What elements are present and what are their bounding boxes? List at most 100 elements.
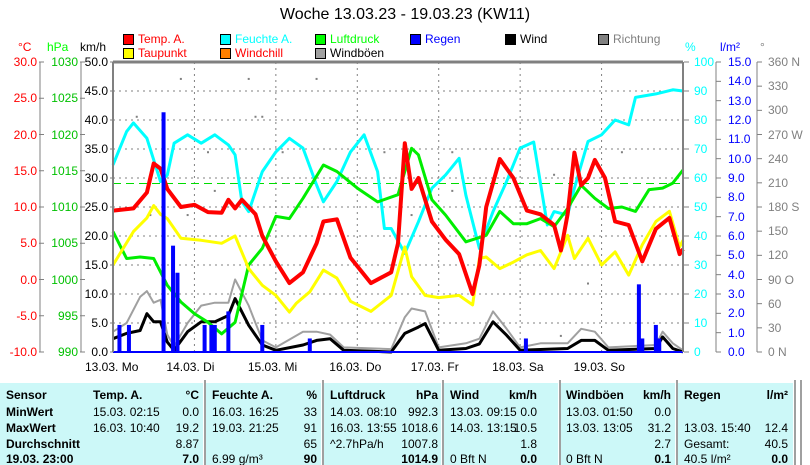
table-column-bg bbox=[677, 383, 793, 465]
tick-label-wind: 50.0 bbox=[84, 55, 108, 69]
table-cell-label: MinWert bbox=[6, 405, 54, 419]
day-label: 16.03. Do bbox=[329, 360, 382, 374]
direction-point bbox=[587, 282, 589, 285]
table-header: Temp. A. bbox=[93, 388, 143, 402]
tick-label-humidity: 100 bbox=[694, 55, 715, 69]
table-cell-rain-time: 13.03. 15:40 bbox=[684, 421, 751, 435]
legend-item: Regen bbox=[410, 32, 460, 46]
series-line-temp-a- bbox=[112, 141, 685, 296]
table-cell-wind-time: 13.03. 09:15 bbox=[450, 405, 517, 419]
table-header: km/h bbox=[642, 388, 671, 402]
tick-label-wind: 25.0 bbox=[84, 200, 108, 214]
direction-point bbox=[559, 334, 562, 337]
legend-label: Wind bbox=[520, 32, 548, 46]
tick-label-rain: 3.0 bbox=[728, 287, 745, 301]
direction-point bbox=[247, 77, 250, 80]
tick-label-temp: -10.0 bbox=[9, 345, 37, 359]
rain-bar bbox=[657, 338, 662, 352]
series-line-taupunkt bbox=[111, 204, 685, 314]
tick-label-pressure: 995 bbox=[57, 308, 78, 323]
table-cell-hum: 65 bbox=[303, 437, 317, 451]
tick-label-humidity: 40 bbox=[694, 229, 708, 243]
tick-label-wind: 35.0 bbox=[84, 142, 108, 156]
table-cell-label: Durchschnitt bbox=[6, 437, 81, 451]
axis-unit-pressure: hPa bbox=[47, 40, 69, 54]
direction-point bbox=[179, 77, 182, 80]
tick-label-temp: 5.0 bbox=[20, 236, 37, 251]
tick-label-wind: 20.0 bbox=[84, 229, 108, 243]
direction-point bbox=[186, 214, 189, 217]
tick-label-rain: 12.0 bbox=[728, 113, 752, 127]
rain-bar bbox=[307, 338, 312, 352]
legend-item: Richtung bbox=[598, 32, 660, 46]
table-cell-rain: 0.0 bbox=[771, 452, 788, 465]
table-cell-wind: 0.0 bbox=[520, 452, 537, 465]
tick-label-direction: 60 bbox=[768, 296, 782, 311]
table-header: Luftdruck bbox=[330, 388, 386, 402]
table-cell-gust: 31.2 bbox=[647, 421, 671, 435]
direction-point bbox=[451, 151, 454, 154]
tick-label-wind: 30.0 bbox=[84, 171, 108, 185]
table-cell-gust: 2.7 bbox=[654, 437, 671, 451]
table-header: Sensor bbox=[6, 388, 47, 402]
table-column-bg bbox=[205, 383, 321, 465]
direction-point bbox=[135, 115, 138, 118]
table-cell-gust-time: 13.03. 01:50 bbox=[566, 405, 633, 419]
table-cell-temp: 0.0 bbox=[182, 405, 199, 419]
table-cell-wind: 1.8 bbox=[520, 437, 537, 451]
rain-bar bbox=[260, 324, 265, 352]
chart-title: Woche 13.03.23 - 19.03.23 (KW11) bbox=[279, 6, 531, 23]
table-cell-gust: 0.0 bbox=[654, 405, 671, 419]
legend-label: Richtung bbox=[613, 32, 661, 46]
tick-label-direction: 120 bbox=[768, 248, 789, 263]
tick-label-direction: 270 W bbox=[768, 127, 803, 142]
table-cell-press: 1007.8 bbox=[401, 437, 438, 451]
table-header: Regen bbox=[684, 388, 721, 402]
tick-label-direction: 30 bbox=[768, 320, 782, 335]
tick-label-rain: 5.0 bbox=[728, 248, 745, 263]
tick-label-pressure: 1015 bbox=[51, 163, 78, 178]
tick-label-temp: -5.0 bbox=[16, 308, 37, 323]
tick-label-direction: 360 N bbox=[768, 55, 801, 69]
tick-label-humidity: 60 bbox=[694, 171, 708, 185]
rain-bar bbox=[653, 324, 658, 352]
table-header: Windböen bbox=[566, 388, 624, 402]
rain-bar bbox=[171, 245, 176, 352]
rain-bar bbox=[226, 311, 231, 352]
table-column-bg bbox=[560, 383, 675, 465]
tick-label-humidity: 10 bbox=[694, 316, 708, 330]
direction-point bbox=[383, 151, 386, 154]
table-column-bg bbox=[0, 383, 203, 465]
legend-item: Windchill bbox=[220, 46, 283, 60]
tick-label-rain: 13.0 bbox=[728, 93, 752, 108]
legend-swatch bbox=[505, 33, 516, 45]
legend-swatch bbox=[410, 33, 421, 45]
table-cell-wind: 10.5 bbox=[513, 421, 537, 435]
table-cell-hum: 91 bbox=[303, 421, 317, 435]
tick-label-rain: 2.0 bbox=[728, 306, 745, 321]
table-cell-label: MaxWert bbox=[6, 421, 56, 435]
direction-point bbox=[149, 214, 152, 217]
legend-item: Wind bbox=[505, 32, 547, 46]
axis-unit-rain: l/m² bbox=[720, 40, 740, 54]
tick-label-wind: 5.0 bbox=[91, 316, 108, 330]
tick-label-wind: 40.0 bbox=[84, 113, 108, 127]
column-separator bbox=[204, 380, 206, 465]
tick-label-humidity: 0 bbox=[694, 345, 701, 359]
tick-label-rain: 4.0 bbox=[728, 267, 745, 282]
tick-label-temp: 0.0 bbox=[20, 272, 37, 287]
day-label: 13.03. Mo bbox=[85, 360, 139, 374]
legend-swatch bbox=[220, 47, 231, 59]
tick-label-pressure: 1025 bbox=[51, 91, 78, 106]
legend-swatch bbox=[220, 33, 231, 45]
legend-item: Feuchte A. bbox=[220, 32, 292, 46]
direction-point bbox=[451, 189, 454, 192]
tick-label-humidity: 70 bbox=[694, 142, 708, 156]
direction-point bbox=[261, 115, 264, 118]
day-label: 17.03. Fr bbox=[410, 360, 459, 374]
column-separator bbox=[794, 380, 796, 465]
tick-label-direction: 150 bbox=[768, 224, 789, 239]
table-header: km/h bbox=[508, 388, 537, 402]
tick-label-wind: 0.0 bbox=[91, 345, 108, 359]
table-cell-hum: 33 bbox=[303, 405, 317, 419]
